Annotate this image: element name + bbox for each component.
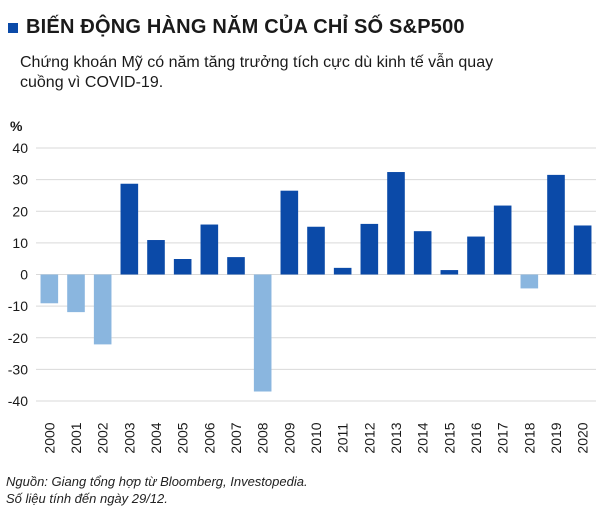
y-tick-label: -40 [8, 393, 28, 409]
y-tick-label: -20 [8, 330, 28, 346]
y-axis-unit: % [10, 118, 23, 134]
title-row: BIẾN ĐỘNG HÀNG NĂM CỦA CHỈ SỐ S&P500 [8, 16, 465, 39]
bar-2003 [120, 183, 139, 275]
bar-2013 [387, 172, 405, 275]
x-tick-label: 2001 [68, 422, 84, 453]
x-tick-label: 2017 [495, 422, 511, 453]
y-tick-label: 30 [12, 172, 28, 188]
x-tick-label: 2010 [308, 422, 324, 453]
y-tick-label: 0 [20, 267, 28, 283]
x-tick-label: 2015 [441, 422, 457, 453]
y-tick-label: 40 [12, 140, 28, 156]
x-tick-label: 2013 [388, 422, 404, 453]
bar-2016 [467, 236, 485, 275]
x-tick-label: 2018 [521, 422, 537, 453]
bar-2019 [547, 174, 565, 275]
bar-2005 [173, 259, 192, 275]
bar-2008 [253, 274, 272, 392]
y-tick-label: -30 [8, 361, 28, 377]
x-tick-label: 2016 [468, 422, 484, 453]
title-marker [8, 22, 18, 33]
x-tick-label: 2009 [281, 422, 297, 453]
bar-2014 [413, 231, 432, 275]
bar-2010 [307, 226, 325, 275]
bar-2006 [200, 224, 219, 275]
source-line-1: Nguồn: Giang tổng hợp từ Bloomberg, Inve… [6, 474, 308, 489]
bar-2018 [520, 274, 539, 289]
y-tick-label: -10 [8, 298, 28, 314]
x-tick-label: 2002 [95, 422, 111, 453]
x-tick-label: 2011 [335, 423, 351, 453]
source-note: Nguồn: Giang tổng hợp từ Bloomberg, Inve… [6, 473, 308, 507]
bar-2004 [147, 240, 165, 275]
y-tick-label: 20 [12, 203, 28, 219]
bar-2020 [573, 225, 592, 275]
bar-2017 [493, 205, 512, 275]
x-tick-label: 2012 [361, 422, 377, 453]
x-tick-label: 2008 [255, 422, 271, 453]
x-tick-label: 2000 [41, 422, 57, 453]
x-tick-label: 2006 [201, 422, 217, 453]
bar-2012 [360, 223, 379, 275]
bar-2001 [67, 274, 85, 313]
x-tick-label: 2003 [121, 422, 137, 453]
bar-2007 [227, 257, 245, 275]
x-tick-label: 2014 [415, 422, 431, 453]
bar-2002 [93, 274, 112, 345]
chart-subtitle: Chứng khoán Mỹ có năm tăng trưởng tích c… [20, 54, 494, 91]
x-tick-label: 2004 [148, 422, 164, 453]
bar-2009 [280, 190, 299, 275]
source-line-2: Số liệu tính đến ngày 29/12. [6, 491, 168, 506]
bar-2000 [40, 274, 59, 304]
chart-title: BIẾN ĐỘNG HÀNG NĂM CỦA CHỈ SỐ S&P500 [26, 16, 465, 38]
x-tick-label: 2019 [548, 422, 564, 453]
x-tick-label: 2020 [575, 422, 591, 453]
x-tick-label: 2007 [228, 422, 244, 453]
bar-2011 [333, 267, 352, 275]
bar-2015 [440, 270, 459, 275]
y-tick-label: 10 [12, 235, 28, 251]
x-tick-label: 2005 [175, 422, 191, 453]
